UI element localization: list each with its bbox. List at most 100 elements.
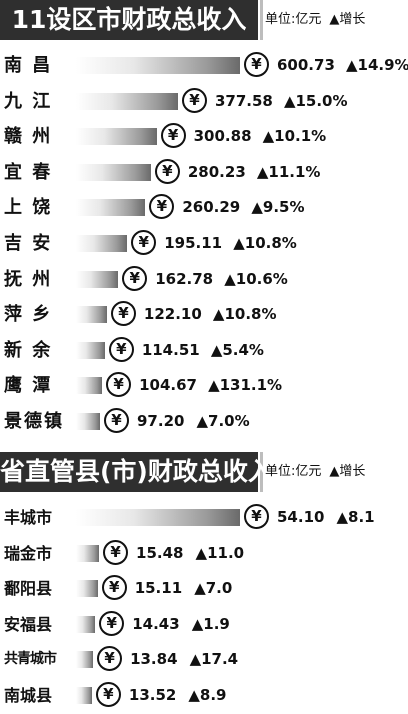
chart-header: 省直管县(市)财政总收入 单位:亿元 ▲增长 bbox=[0, 452, 408, 492]
growth-label: ▲10.1% bbox=[262, 127, 327, 146]
bar bbox=[76, 163, 151, 181]
growth-label: ▲8.1 bbox=[336, 508, 375, 526]
value-label: 104.67 bbox=[139, 376, 197, 395]
bar-row: 吉 安 ¥195.11 ▲10.8% bbox=[0, 226, 408, 261]
growth-label: ▲10.8% bbox=[212, 305, 277, 324]
unit-label: 单位:亿元 bbox=[265, 464, 322, 479]
category-label: 南城县 bbox=[4, 686, 53, 705]
yen-icon: ¥ bbox=[99, 610, 125, 636]
bar-row: 鄱阳县 ¥15.11 ▲7.0 bbox=[0, 571, 408, 606]
category-label: 宜 春 bbox=[4, 161, 53, 183]
bar-row: 南城县 ¥13.52 ▲8.9 bbox=[0, 678, 408, 713]
growth-label: ▲9.5% bbox=[251, 198, 305, 217]
bar bbox=[76, 544, 100, 562]
chart-title: 省直管县(市)财政总收入 bbox=[0, 457, 273, 486]
bar bbox=[76, 377, 103, 395]
bar-row: 赣 州 ¥300.88 ▲10.1% bbox=[0, 119, 408, 154]
bar bbox=[76, 306, 107, 324]
unit-legend: 单位:亿元 ▲增长 bbox=[265, 452, 365, 492]
title-banner bbox=[0, 452, 260, 492]
bar bbox=[76, 235, 128, 252]
category-label: 赣 州 bbox=[4, 126, 53, 148]
bar bbox=[76, 57, 240, 74]
bar-row: 上 饶 ¥260.29 ▲9.5% bbox=[0, 190, 408, 225]
category-label: 鄱阳县 bbox=[4, 579, 53, 599]
growth-label: ▲5.4% bbox=[210, 340, 264, 359]
category-label: 上 饶 bbox=[4, 197, 53, 219]
growth-label: ▲10.8% bbox=[233, 234, 297, 252]
yen-icon: ¥ bbox=[154, 158, 180, 184]
bar bbox=[76, 509, 240, 526]
yen-icon: ¥ bbox=[103, 539, 129, 565]
growth-label: ▲14.9% bbox=[346, 56, 408, 74]
growth-label: ▲10.6% bbox=[224, 269, 288, 288]
category-label: 新 余 bbox=[4, 339, 53, 361]
bar bbox=[76, 128, 157, 146]
unit-legend: 单位:亿元 ▲增长 bbox=[265, 0, 365, 40]
category-label: 南 昌 bbox=[4, 55, 53, 76]
bar-row: 九 江 ¥377.58 ▲15.0% bbox=[0, 84, 408, 119]
value-label: 377.58 bbox=[214, 91, 273, 110]
increase-legend: ▲增长 bbox=[329, 464, 366, 479]
growth-label: ▲11.1% bbox=[256, 162, 321, 181]
yen-icon: ¥ bbox=[97, 646, 123, 672]
yen-icon: ¥ bbox=[244, 52, 269, 77]
increase-legend: ▲增长 bbox=[329, 12, 366, 27]
yen-icon: ¥ bbox=[101, 575, 127, 601]
category-label: 景德镇 bbox=[4, 411, 64, 432]
bar-row: 鹰 潭 ¥104.67 ▲131.1% bbox=[0, 368, 408, 403]
title-banner bbox=[0, 0, 260, 40]
yen-icon: ¥ bbox=[104, 408, 129, 433]
yen-icon: ¥ bbox=[160, 123, 186, 149]
category-label: 共青城市 bbox=[4, 651, 57, 668]
bar-row: 安福县 ¥14.43 ▲1.9 bbox=[0, 607, 408, 642]
category-label: 安福县 bbox=[4, 614, 53, 634]
category-label: 抚 州 bbox=[4, 268, 53, 290]
value-label: 97.20 bbox=[137, 412, 185, 430]
value-label: 13.84 bbox=[130, 650, 178, 669]
bar-row: 南 昌 ¥600.73 ▲14.9% bbox=[0, 48, 408, 83]
growth-label: ▲8.9 bbox=[188, 686, 227, 704]
category-label: 瑞金市 bbox=[4, 543, 53, 563]
bar-row: 萍 乡 ¥122.10 ▲10.8% bbox=[0, 297, 408, 332]
yen-icon: ¥ bbox=[106, 372, 132, 398]
growth-label: ▲17.4 bbox=[189, 650, 239, 669]
growth-label: ▲131.1% bbox=[208, 376, 283, 395]
bar-row: 共青城市 ¥13.84 ▲17.4 bbox=[0, 642, 408, 677]
category-label: 鹰 潭 bbox=[4, 375, 53, 397]
value-label: 195.11 bbox=[164, 234, 223, 252]
chart-title: 11设区市财政总收入 bbox=[11, 5, 247, 34]
yen-icon: ¥ bbox=[108, 336, 134, 362]
value-label: 15.48 bbox=[136, 543, 184, 562]
value-label: 300.88 bbox=[193, 127, 252, 146]
bar bbox=[76, 615, 96, 633]
growth-label: ▲15.0% bbox=[283, 91, 348, 110]
value-label: 114.51 bbox=[141, 340, 200, 359]
bar bbox=[76, 270, 119, 288]
bar-row: 抚 州 ¥162.78 ▲10.6% bbox=[0, 262, 408, 297]
bar bbox=[76, 199, 146, 217]
bar bbox=[76, 413, 100, 430]
value-label: 14.43 bbox=[132, 614, 180, 633]
chart-header: 11设区市财政总收入 单位:亿元 ▲增长 bbox=[0, 0, 408, 40]
value-label: 54.10 bbox=[277, 508, 325, 526]
city-revenue-chart: 11设区市财政总收入 单位:亿元 ▲增长 南 昌 ¥600.73 ▲14.9% 九 江 ¥… bbox=[0, 0, 408, 433]
category-label: 萍 乡 bbox=[4, 304, 53, 326]
value-label: 600.73 bbox=[277, 56, 335, 74]
value-label: 15.11 bbox=[134, 579, 183, 598]
yen-icon: ¥ bbox=[149, 194, 175, 220]
growth-label: ▲11.0 bbox=[195, 543, 245, 562]
category-label: 吉 安 bbox=[4, 233, 53, 254]
value-label: 13.52 bbox=[128, 686, 177, 704]
value-label: 280.23 bbox=[187, 162, 246, 181]
value-label: 260.29 bbox=[182, 198, 241, 217]
yen-icon: ¥ bbox=[181, 87, 207, 113]
yen-icon: ¥ bbox=[122, 265, 148, 291]
bar bbox=[76, 92, 178, 110]
growth-label: ▲7.0 bbox=[194, 579, 233, 598]
unit-label: 单位:亿元 bbox=[265, 12, 322, 27]
bar bbox=[76, 651, 94, 669]
yen-icon: ¥ bbox=[244, 504, 269, 529]
growth-label: ▲7.0% bbox=[196, 412, 250, 430]
value-label: 162.78 bbox=[155, 269, 214, 288]
